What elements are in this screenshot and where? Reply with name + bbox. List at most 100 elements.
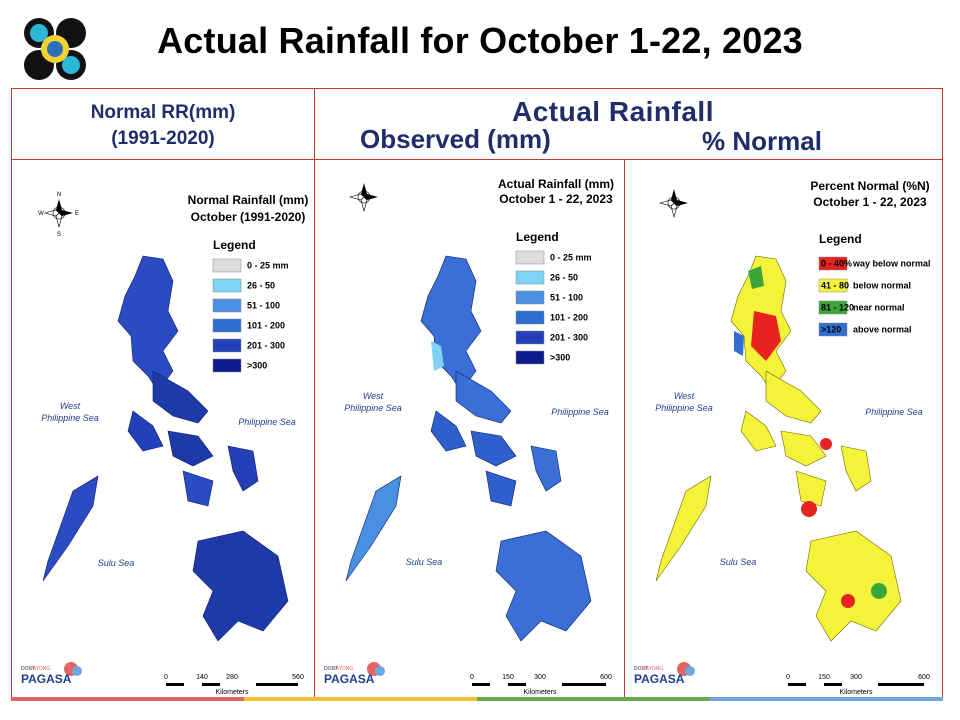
logo-dost: DOST (21, 666, 35, 672)
legend-range-label: >120 (821, 325, 841, 335)
map-title-line1: Actual Rainfall (mm) (498, 177, 614, 191)
map-title-line1: Percent Normal (%N) (810, 179, 929, 193)
actual-rainfall-heading: Actual Rainfall (512, 96, 714, 127)
legend-items: 0 - 25 mm 26 - 50 51 - 100 101 - 200 201 - 3… (212, 258, 289, 373)
scale-bar: 0 150 300 600 Kilometers (470, 674, 612, 696)
legend-desc-label: above normal (853, 325, 912, 335)
map-title-line2: October 1 - 22, 2023 (813, 195, 927, 209)
legend-range-label: 81 - 120 (821, 303, 854, 313)
east-sea-label: Philippine Sea (551, 407, 609, 417)
scale-unit: Kilometers (215, 689, 249, 696)
logo-dost: DOST (324, 666, 338, 672)
legend-label: 101 - 200 (550, 313, 588, 323)
south-sea-label: Sulu Sea (720, 557, 757, 567)
scale-tick-3: 600 (918, 674, 930, 681)
logo-pagasa: PAGASA (634, 672, 685, 686)
footer-stripe-1 (11, 697, 244, 701)
west-sea-label-2: Philippine Sea (655, 403, 713, 413)
scale-tick-0: 0 (164, 674, 168, 681)
scale-tick-1: 150 (502, 674, 514, 681)
legend-title: Legend (213, 238, 256, 252)
west-sea-label-2: Philippine Sea (344, 403, 402, 413)
percent-normal-heading: % Normal (702, 126, 822, 156)
logo-dost: DOST (634, 666, 648, 672)
legend-swatch (212, 278, 242, 293)
logo-pagasa: PAGASA (21, 672, 72, 686)
legend-title: Legend (516, 230, 559, 244)
footer-stripe-3 (477, 697, 710, 701)
legend-label: >300 (247, 361, 267, 371)
legend-desc-label: near normal (853, 303, 905, 313)
scale-tick-1: 140 (196, 674, 208, 681)
legend-items: 0 - 40% way below normal 41 - 80 below norm… (818, 256, 931, 337)
east-sea-label: Philippine Sea (238, 417, 296, 427)
legend-label: 51 - 100 (550, 293, 583, 303)
panel-divider-2 (624, 160, 625, 699)
scale-unit: Kilometers (523, 689, 557, 696)
scale-unit: Kilometers (839, 689, 873, 696)
legend-label: 26 - 50 (247, 281, 275, 291)
legend-swatch (212, 298, 242, 313)
footer-stripe-2 (244, 697, 477, 701)
logo-dayong: DAYONG (29, 666, 50, 672)
south-sea-label: Sulu Sea (406, 557, 443, 567)
legend-label: 0 - 25 mm (550, 253, 592, 263)
legend-swatch (212, 358, 242, 373)
map-landmass (345, 255, 592, 642)
map-title-line2: October (1991-2020) (191, 210, 306, 224)
map-title-line1: Normal Rainfall (mm) (188, 193, 309, 207)
legend-desc-label: way below normal (852, 259, 931, 269)
west-sea-label-1: West (60, 401, 81, 411)
observed-heading: Observed (mm) (360, 124, 551, 154)
pagasa-seal-logo (23, 17, 87, 81)
south-sea-label: Sulu Sea (98, 558, 135, 568)
map-title-line2: October 1 - 22, 2023 (499, 192, 613, 206)
compass-rose-icon: N S W E (38, 192, 79, 238)
east-sea-label: Philippine Sea (865, 407, 923, 417)
scale-tick-3: 600 (600, 674, 612, 681)
panel-divider-1 (314, 160, 315, 699)
compass-rose-icon (348, 183, 378, 213)
actual-rainfall-map: Actual Rainfall (mm) October 1 - 22, 202… (322, 177, 614, 696)
legend-label: 201 - 300 (247, 341, 285, 351)
normal-heading-line2: (1991-2020) (111, 128, 215, 149)
west-sea-label-2: Philippine Sea (41, 413, 99, 423)
pagasa-logo: DOST DAYONG PAGASA (322, 661, 385, 691)
legend-swatch (515, 350, 545, 365)
west-sea-label-1: West (363, 391, 384, 401)
legend-swatch (515, 250, 545, 265)
legend-swatch (515, 290, 545, 305)
scale-tick-2: 300 (850, 674, 862, 681)
percent-normal-map: Percent Normal (%N) October 1 - 22, 2023… (632, 179, 931, 696)
legend-swatch (515, 310, 545, 325)
svg-text:E: E (75, 211, 79, 217)
scale-tick-1: 150 (818, 674, 830, 681)
legend-swatch (515, 270, 545, 285)
svg-text:N: N (57, 192, 61, 198)
legend-swatch (818, 278, 848, 293)
page-title: Actual Rainfall for October 1-22, 2023 (157, 20, 803, 61)
scale-tick-0: 0 (786, 674, 790, 681)
scale-tick-3: 560 (292, 674, 304, 681)
normal-rainfall-map: N S W E Normal Rainfall (mm) October (1991… (19, 192, 309, 696)
legend-label: >300 (550, 353, 570, 363)
legend-swatch (818, 300, 848, 315)
legend-swatch (212, 318, 242, 333)
svg-text:S: S (57, 232, 61, 238)
legend-range-label: 0 - 40% (821, 259, 852, 269)
scale-bar: 0 140 280 560 Kilometers (164, 674, 304, 696)
legend-desc-label: below normal (853, 281, 911, 291)
compass-rose-icon (658, 189, 688, 219)
svg-text:W: W (38, 211, 44, 217)
scale-bar: 0 150 300 600 Kilometers (786, 674, 930, 696)
west-sea-label-1: West (674, 391, 695, 401)
logo-dayong: DAYONG (332, 666, 353, 672)
normal-heading-line1: Normal RR(mm) (90, 102, 236, 123)
scale-tick-2: 300 (534, 674, 546, 681)
pagasa-logo: DOST DAYONG PAGASA (19, 661, 82, 691)
pagasa-logo: DOST DAYONG PAGASA (632, 661, 695, 691)
legend-label: 51 - 100 (247, 301, 280, 311)
legend-label: 201 - 300 (550, 333, 588, 343)
logo-dayong: DAYONG (642, 666, 663, 672)
map-landmass (655, 255, 902, 642)
